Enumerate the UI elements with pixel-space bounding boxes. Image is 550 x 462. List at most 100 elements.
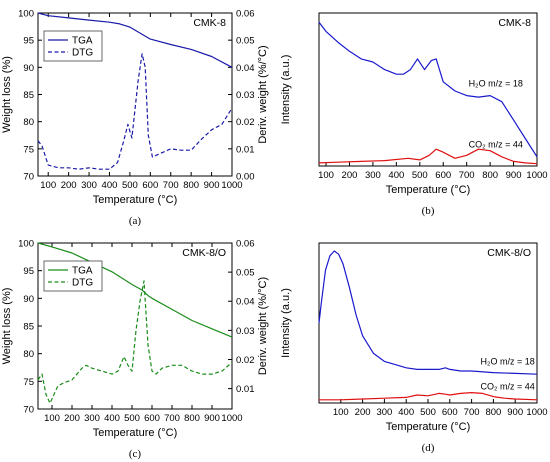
chart-a-legend-label-0: TGA [72,36,93,47]
chart-c-title: CMK-8/O [182,247,226,259]
chart-b-title: CMK-8 [498,17,531,29]
chart-c-xtick-label-9: 1000 [221,413,242,424]
chart-c-ytick-label-0: 70 [23,405,34,416]
chart-c-ytick-right-label-4: 0.05 [236,268,255,279]
chart-b-series-1-annotation: CO₂ m/z = 44 [469,140,523,150]
chart-c: 100 200 300 400 500 600 700 800 900 1000 70 75 80 85 9… [1,239,269,461]
chart-c-series-0-line [37,242,233,338]
chart-c-ytick-right-label-2: 0.03 [236,326,255,337]
chart-a-ytick-label-0: 70 [23,172,34,183]
chart-a-series-1-line [37,53,233,170]
chart-b-xtick-label-8: 900 [506,170,522,181]
chart-d-xtick-label-6: 700 [464,407,480,418]
chart-c-ytick-label-6: 100 [18,239,34,250]
chart-a-ytick-right-label-1: 0.01 [236,144,255,155]
chart-c-xtick-label-7: 800 [184,413,200,424]
chart-a-ytick-right-label-6: 0.06 [236,9,255,20]
chart-c-xtick-label-3: 400 [104,413,120,424]
chart-c-legend-label-1: DTG [72,278,93,289]
chart-d-xtick-label-0: 100 [333,407,349,418]
chart-c-xtick-label-2: 300 [84,413,100,424]
chart-c-xlabel: Temperature (°C) [93,427,177,439]
chart-a-ytick-label-3: 85 [23,90,34,101]
chart-c-ytick-label-1: 75 [23,377,34,388]
chart-c-ytick-label-3: 85 [23,322,34,333]
chart-a-ytick-label-1: 75 [23,144,34,155]
chart-a: 100 200 300 400 500 600 700 800 900 1000 70 75 80 85 9… [1,9,269,228]
chart-b-xtick-label-5: 600 [435,170,451,181]
chart-b-series-1-line [318,148,538,165]
chart-a-xtick-label-5: 600 [142,180,158,191]
chart-c-ytick-right-label-1: 0.02 [236,355,255,366]
chart-a-xtick-label-1: 200 [61,180,77,191]
chart-a-ytick-right-label-2: 0.02 [236,117,255,128]
chart-d-xtick-label-2: 300 [376,407,392,418]
chart-b-xtick-label-2: 300 [365,170,381,181]
panel-b: 100 200 300 400 500 600 700 800 900 1000 Temperatu… [275,0,550,232]
chart-b-xtick-label-1: 200 [342,170,358,181]
chart-b-xtick-label-3: 400 [388,170,404,181]
chart-a-xtick-label-4: 500 [122,180,138,191]
panel-a: 100 200 300 400 500 600 700 800 900 1000 70 75 80 85 9… [0,0,275,232]
chart-c-legend-label-0: TGA [72,266,93,277]
chart-c-caption: (c) [129,448,142,460]
chart-b-xtick-label-7: 800 [482,170,498,181]
chart-a-legend-label-1: DTG [72,48,93,59]
chart-c-series-1-line [37,280,233,404]
chart-a-ytick-right-label-5: 0.05 [236,36,255,47]
chart-a-ytick-label-2: 80 [23,117,34,128]
chart-d-xtick-label-7: 800 [485,407,501,418]
chart-a-xtick-label-8: 900 [204,180,220,191]
chart-c-xtick-label-1: 200 [64,413,80,424]
chart-d-series-1-annotation: CO₂ m/z = 44 [481,381,535,391]
chart-c-legend-box [43,260,103,292]
chart-d-xtick-label-4: 500 [420,407,436,418]
chart-d-caption: (d) [422,442,435,454]
chart-c-ytick-label-5: 95 [23,266,34,277]
chart-a-caption: (a) [129,215,142,227]
chart-a-ylabel-right: Deriv. weight (%/°C) [257,45,269,143]
chart-d-xtick-label-9: 1000 [526,407,547,418]
chart-c-xtick-label-6: 700 [164,413,180,424]
chart-a-series-0-line [37,12,233,68]
chart-c-ylabel-right: Deriv. weight (%/°C) [257,277,269,375]
chart-d-xtick-label-3: 400 [398,407,414,418]
chart-d-xtick-label-8: 900 [507,407,523,418]
chart-b-xtick-label-6: 700 [459,170,475,181]
chart-c-ytick-right-label-3: 0.04 [236,297,255,308]
chart-d-xlabel: Temperature (°C) [386,421,470,433]
chart-d-xtick-label-5: 600 [442,407,458,418]
chart-a-xtick-label-3: 400 [102,180,118,191]
chart-c-ytick-label-2: 80 [23,349,34,360]
chart-a-ytick-right-label-3: 0.03 [236,90,255,101]
chart-b-series-0-annotation: H₂O m/z = 18 [469,78,523,88]
chart-b-xtick-label-0: 100 [318,170,334,181]
panel-d: 100 200 300 400 500 600 700 800 900 1000 Temperatu… [275,231,550,462]
chart-c-ytick-label-4: 90 [23,294,34,305]
chart-a-ytick-label-4: 90 [23,63,34,74]
chart-b-caption: (b) [422,205,435,217]
chart-a-xtick-label-6: 700 [163,180,179,191]
chart-a-xlabel: Temperature (°C) [93,194,177,206]
chart-a-legend-box [43,30,103,62]
chart-c-ytick-right-label-5: 0.06 [236,239,255,250]
chart-b-series-0-line [318,21,538,158]
chart-b-xlabel: Temperature (°C) [386,184,470,196]
chart-b: 100 200 300 400 500 600 700 800 900 1000 Temperatu… [280,12,548,217]
chart-c-ytick-right-label-0: 0.01 [236,384,255,395]
chart-c-ylabel: Weight loss (%) [1,288,13,365]
chart-a-xtick-label-2: 300 [81,180,97,191]
chart-a-ylabel: Weight loss (%) [1,56,13,133]
chart-a-ytick-label-5: 95 [23,36,34,47]
chart-c-xtick-label-4: 500 [124,413,140,424]
chart-b-ylabel: Intensity (a.u.) [280,55,292,125]
chart-c-xtick-label-5: 600 [144,413,160,424]
chart-a-ytick-right-label-0: 0.00 [236,172,255,183]
chart-b-plot-frame [318,12,538,167]
chart-a-ytick-right-label-4: 0.04 [236,63,255,74]
chart-d-series-0-annotation: H₂O m/z = 18 [481,357,535,367]
chart-c-xtick-label-0: 100 [44,413,60,424]
chart-c-xtick-label-8: 900 [204,413,220,424]
chart-a-ytick-label-6: 100 [18,9,34,20]
chart-d-series-0-line [318,250,538,375]
